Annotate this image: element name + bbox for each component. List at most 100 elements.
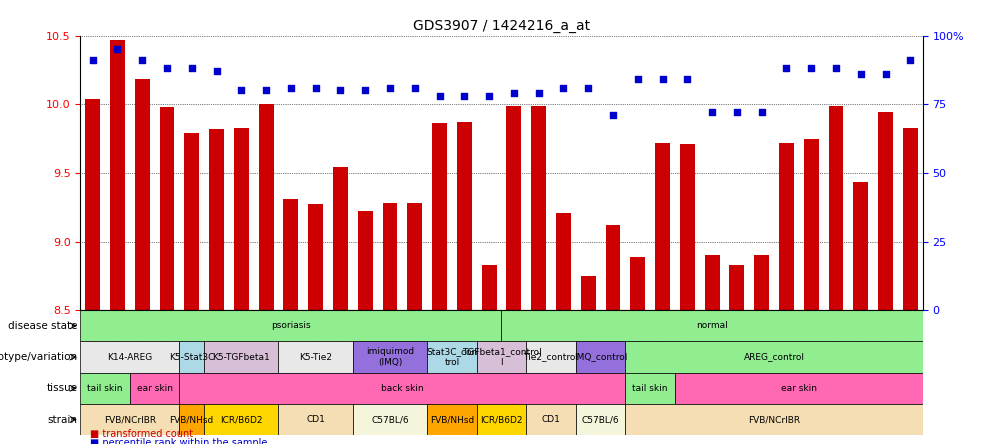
Point bbox=[407, 84, 423, 91]
Text: FVB/NCrIBR: FVB/NCrIBR bbox=[103, 415, 155, 424]
Point bbox=[803, 65, 819, 72]
Point bbox=[555, 84, 571, 91]
Point bbox=[308, 84, 324, 91]
FancyBboxPatch shape bbox=[80, 341, 179, 373]
Text: K14-AREG: K14-AREG bbox=[107, 353, 152, 361]
Point bbox=[604, 111, 620, 119]
Text: ■ percentile rank within the sample: ■ percentile rank within the sample bbox=[90, 438, 268, 444]
Bar bbox=[333, 167, 348, 310]
FancyBboxPatch shape bbox=[501, 310, 922, 341]
FancyBboxPatch shape bbox=[204, 341, 279, 373]
Point bbox=[233, 87, 249, 94]
Point bbox=[382, 84, 398, 91]
Point bbox=[753, 109, 769, 116]
Bar bbox=[828, 106, 843, 310]
FancyBboxPatch shape bbox=[179, 341, 204, 373]
Text: ICR/B6D2: ICR/B6D2 bbox=[219, 415, 263, 424]
Point bbox=[481, 92, 497, 99]
Bar bbox=[803, 139, 818, 310]
Text: ■ transformed count: ■ transformed count bbox=[90, 428, 193, 439]
Point bbox=[183, 65, 199, 72]
Text: C57BL/6: C57BL/6 bbox=[581, 415, 619, 424]
Point bbox=[258, 87, 274, 94]
Point bbox=[852, 71, 868, 78]
Bar bbox=[506, 106, 521, 310]
FancyBboxPatch shape bbox=[353, 404, 427, 435]
Text: FVB/NHsd: FVB/NHsd bbox=[430, 415, 474, 424]
Text: TGFbeta1_control
l: TGFbeta1_control l bbox=[461, 347, 541, 367]
Title: GDS3907 / 1424216_a_at: GDS3907 / 1424216_a_at bbox=[413, 19, 589, 33]
Text: CD1: CD1 bbox=[306, 415, 325, 424]
Text: CD1: CD1 bbox=[541, 415, 560, 424]
FancyBboxPatch shape bbox=[625, 373, 674, 404]
Point bbox=[431, 92, 447, 99]
FancyBboxPatch shape bbox=[353, 341, 427, 373]
FancyBboxPatch shape bbox=[204, 404, 279, 435]
Point bbox=[828, 65, 844, 72]
Bar bbox=[457, 122, 471, 310]
Point bbox=[778, 65, 794, 72]
FancyBboxPatch shape bbox=[674, 373, 922, 404]
Point bbox=[208, 67, 224, 75]
Point bbox=[158, 65, 174, 72]
Text: ICR/B6D2: ICR/B6D2 bbox=[480, 415, 522, 424]
Text: normal: normal bbox=[695, 321, 727, 330]
Bar bbox=[233, 127, 248, 310]
Text: K5-Stat3C: K5-Stat3C bbox=[169, 353, 214, 361]
Text: Tie2_control: Tie2_control bbox=[523, 353, 578, 361]
Bar bbox=[208, 129, 223, 310]
Bar bbox=[654, 143, 669, 310]
Point bbox=[629, 76, 645, 83]
FancyBboxPatch shape bbox=[80, 373, 129, 404]
FancyBboxPatch shape bbox=[279, 404, 353, 435]
Text: K5-Tie2: K5-Tie2 bbox=[299, 353, 332, 361]
Point bbox=[134, 57, 150, 64]
Bar bbox=[259, 104, 274, 310]
Point bbox=[357, 87, 373, 94]
FancyBboxPatch shape bbox=[476, 404, 526, 435]
Bar bbox=[358, 211, 373, 310]
Bar bbox=[184, 133, 199, 310]
Point bbox=[109, 46, 125, 53]
Point bbox=[579, 84, 595, 91]
FancyBboxPatch shape bbox=[575, 341, 625, 373]
Bar bbox=[878, 112, 892, 310]
Text: Stat3C_con
trol: Stat3C_con trol bbox=[426, 347, 477, 367]
Point bbox=[902, 57, 918, 64]
Text: imiquimod
(IMQ): imiquimod (IMQ) bbox=[366, 347, 414, 367]
Bar bbox=[134, 79, 149, 310]
FancyBboxPatch shape bbox=[526, 341, 575, 373]
FancyBboxPatch shape bbox=[427, 404, 476, 435]
Text: strain: strain bbox=[48, 415, 78, 424]
FancyBboxPatch shape bbox=[179, 373, 625, 404]
Text: back skin: back skin bbox=[381, 384, 423, 393]
Bar bbox=[85, 99, 100, 310]
FancyBboxPatch shape bbox=[80, 310, 501, 341]
Point bbox=[728, 109, 744, 116]
Text: tissue: tissue bbox=[46, 383, 78, 393]
Bar bbox=[853, 182, 868, 310]
Bar bbox=[704, 255, 718, 310]
FancyBboxPatch shape bbox=[476, 341, 526, 373]
Text: K5-TGFbeta1: K5-TGFbeta1 bbox=[212, 353, 270, 361]
FancyBboxPatch shape bbox=[526, 404, 575, 435]
Text: C57BL/6: C57BL/6 bbox=[371, 415, 409, 424]
Bar bbox=[580, 276, 595, 310]
Bar bbox=[284, 199, 298, 310]
Text: ear skin: ear skin bbox=[136, 384, 172, 393]
Point bbox=[283, 84, 299, 91]
Point bbox=[505, 90, 521, 97]
Bar bbox=[779, 143, 794, 310]
FancyBboxPatch shape bbox=[80, 404, 179, 435]
Text: FVB/NCrIBR: FVB/NCrIBR bbox=[747, 415, 800, 424]
Text: FVB/NHsd: FVB/NHsd bbox=[169, 415, 213, 424]
FancyBboxPatch shape bbox=[179, 404, 204, 435]
Point bbox=[530, 90, 546, 97]
Text: IMQ_control: IMQ_control bbox=[573, 353, 626, 361]
FancyBboxPatch shape bbox=[129, 373, 179, 404]
Bar bbox=[432, 123, 447, 310]
FancyBboxPatch shape bbox=[625, 404, 922, 435]
Point bbox=[654, 76, 670, 83]
FancyBboxPatch shape bbox=[625, 341, 922, 373]
Bar bbox=[308, 205, 323, 310]
